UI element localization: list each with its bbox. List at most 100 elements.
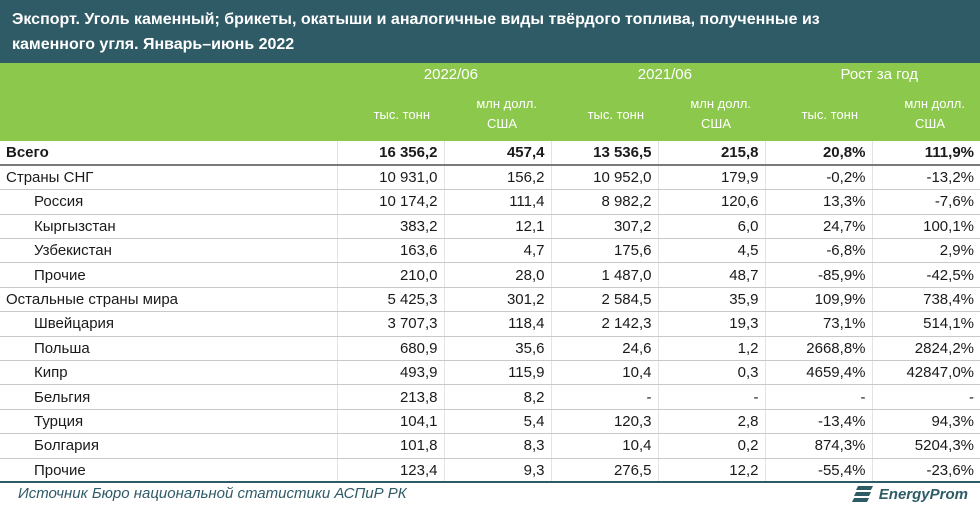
header-sub-usd-line2: США	[701, 116, 731, 131]
brand-name: EnergyProm	[878, 485, 968, 503]
cell-tons-2021: 10,4	[550, 433, 658, 459]
header-sub-usd-2021: млн долл. США	[651, 94, 751, 134]
cell-tons-2022: 123,4	[336, 458, 444, 484]
cell-tons-2022: 213,8	[336, 384, 444, 410]
row-label: Кыргызстан	[0, 214, 337, 240]
cell-growth-tons: -13,4%	[764, 409, 872, 435]
cell-tons-2021: 307,2	[550, 214, 658, 240]
header-sub-usd-line1: млн долл.	[690, 96, 751, 111]
energyprom-logo-icon	[851, 486, 873, 502]
row-label: Прочие	[0, 458, 337, 484]
cell-growth-tons: 13,3%	[764, 189, 872, 215]
cell-growth-tons: 24,7%	[764, 214, 872, 240]
table-row: Всего 16 356,2 457,4 13 536,5 215,8 20,8% 111,…	[0, 141, 980, 167]
row-label: Остальные страны мира	[0, 287, 337, 313]
cell-tons-2021: 1 487,0	[550, 262, 658, 288]
header-sub-usd-growth: млн долл. США	[865, 94, 965, 134]
row-label: Бельгия	[0, 384, 337, 410]
table-row: Бельгия 213,8 8,2- - - -	[0, 384, 980, 410]
cell-usd-2021: 120,6	[657, 189, 765, 215]
cell-tons-2022: 10 931,0	[336, 165, 444, 191]
table-row: Прочие 210,0 28,0 1 487,0 48,7 -85,9% -42,5%	[0, 262, 980, 288]
cell-growth-usd: 42847,0%	[871, 360, 980, 386]
cell-tons-2022: 3 707,3	[336, 311, 444, 337]
cell-usd-2021: -	[657, 384, 765, 410]
header-sub-usd-line2: США	[915, 116, 945, 131]
cell-tons-2022: 5 425,3	[336, 287, 444, 313]
cell-tons-2021: 276,5	[550, 458, 658, 484]
row-label: Прочие	[0, 262, 337, 288]
table-row: Прочие 123,4 9,3 276,5 12,2 -55,4% -23,6%	[0, 458, 980, 484]
cell-usd-2021: 0,3	[657, 360, 765, 386]
cell-growth-usd: -23,6%	[871, 458, 980, 484]
header-sub-usd-line1: млн долл.	[476, 96, 537, 111]
row-label: Польша	[0, 336, 337, 362]
cell-usd-2021: 6,0	[657, 214, 765, 240]
cell-growth-tons: -	[764, 384, 872, 410]
row-label: Болгария	[0, 433, 337, 459]
cell-usd-2022: 301,2	[443, 287, 551, 313]
source-note: Источник Бюро национальной статистики АС…	[18, 485, 407, 502]
cell-tons-2022: 383,2	[336, 214, 444, 240]
row-label: Швейцария	[0, 311, 337, 337]
cell-usd-2022: 12,1	[443, 214, 551, 240]
header-sub-usd-line2: США	[487, 116, 517, 131]
header-group-2021: 2021/06	[637, 66, 692, 83]
table-row: Болгария 101,8 8,3 10,4 0,2 874,3% 5204,3%	[0, 433, 980, 459]
header-group-2022: 2022/06	[423, 66, 478, 83]
cell-growth-usd: 2,9%	[871, 238, 980, 264]
cell-usd-2021: 215,8	[657, 141, 765, 167]
cell-tons-2021: 2 584,5	[550, 287, 658, 313]
row-label: Страны СНГ	[0, 165, 337, 191]
header-sub-tons-growth: тыс. тонн	[801, 107, 858, 122]
header-sub-tons-2021: тыс. тонн	[587, 107, 644, 122]
cell-growth-tons: -6,8%	[764, 238, 872, 264]
cell-tons-2021: 2 142,3	[550, 311, 658, 337]
cell-growth-usd: 2824,2%	[871, 336, 980, 362]
cell-usd-2021: 35,9	[657, 287, 765, 313]
header-sub-usd-2022: млн долл. США	[437, 94, 537, 134]
cell-usd-2021: 12,2	[657, 458, 765, 484]
cell-growth-usd: 111,9%	[871, 141, 980, 167]
cell-tons-2022: 16 356,2	[336, 141, 444, 167]
cell-tons-2021: 10,4	[550, 360, 658, 386]
cell-usd-2021: 2,8	[657, 409, 765, 435]
cell-usd-2022: 5,4	[443, 409, 551, 435]
cell-growth-tons: 20,8%	[764, 141, 872, 167]
page-title-line-1: Экспорт. Уголь каменный; брикеты, окатыш…	[12, 11, 820, 28]
cell-usd-2021: 179,9	[657, 165, 765, 191]
cell-tons-2021: 175,6	[550, 238, 658, 264]
table-row: Узбекистан 163,6 4,7 175,6 4,5 -6,8% 2,9%	[0, 238, 980, 264]
cell-tons-2022: 493,9	[336, 360, 444, 386]
cell-growth-usd: -	[871, 384, 980, 410]
cell-tons-2021: 10 952,0	[550, 165, 658, 191]
cell-usd-2022: 118,4	[443, 311, 551, 337]
cell-usd-2021: 0,2	[657, 433, 765, 459]
data-table: Всего 16 356,2 457,4 13 536,5 215,8 20,8% 111,…	[0, 141, 980, 484]
cell-growth-usd: -13,2%	[871, 165, 980, 191]
cell-tons-2021: 120,3	[550, 409, 658, 435]
cell-usd-2021: 4,5	[657, 238, 765, 264]
row-label: Кипр	[0, 360, 337, 386]
cell-usd-2021: 19,3	[657, 311, 765, 337]
cell-growth-tons: -55,4%	[764, 458, 872, 484]
table-header: 2022/06 2021/06 Рост за год тыс. тонн мл…	[0, 63, 980, 141]
cell-usd-2022: 115,9	[443, 360, 551, 386]
brand-logo: EnergyProm	[851, 484, 968, 504]
cell-usd-2022: 457,4	[443, 141, 551, 167]
table-row: Турция 104,1 5,4 120,3 2,8 -13,4% 94,3%	[0, 409, 980, 435]
cell-usd-2022: 28,0	[443, 262, 551, 288]
cell-growth-tons: 874,3%	[764, 433, 872, 459]
cell-tons-2022: 680,9	[336, 336, 444, 362]
title-bar: Экспорт. Уголь каменный; брикеты, окатыш…	[0, 0, 980, 63]
cell-tons-2021: 24,6	[550, 336, 658, 362]
cell-growth-tons: 2668,8%	[764, 336, 872, 362]
cell-usd-2022: 35,6	[443, 336, 551, 362]
cell-growth-usd: 5204,3%	[871, 433, 980, 459]
row-label: Турция	[0, 409, 337, 435]
cell-usd-2021: 1,2	[657, 336, 765, 362]
row-label: Россия	[0, 189, 337, 215]
cell-usd-2022: 9,3	[443, 458, 551, 484]
table-row: Польша 680,9 35,6 24,6 1,2 2668,8% 2824,2%	[0, 336, 980, 362]
